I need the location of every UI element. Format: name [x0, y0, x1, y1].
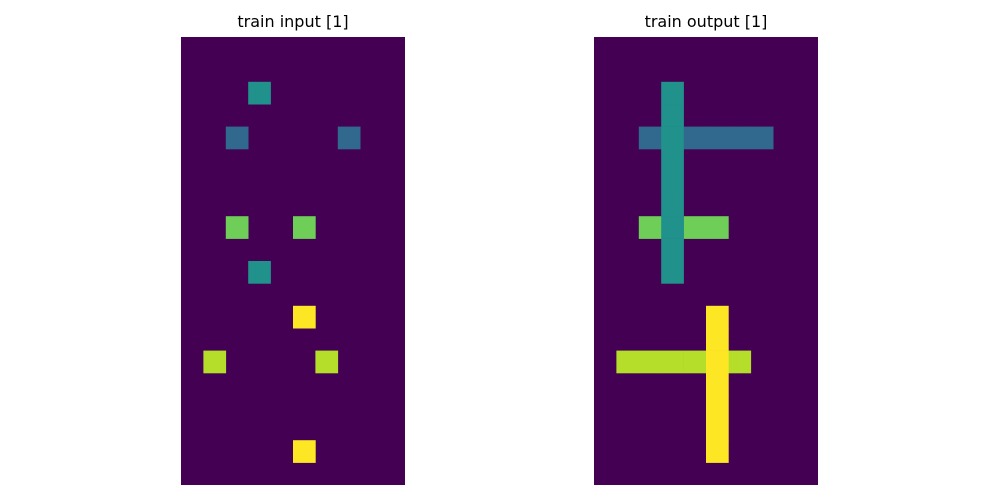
grid-cell [661, 104, 684, 127]
grid-cell [728, 350, 752, 374]
input-panel-title: train input [1] [237, 12, 349, 31]
grid-cell [706, 328, 729, 351]
grid-cell [750, 126, 774, 150]
grid-cell [293, 305, 316, 329]
grid-cell [638, 126, 662, 150]
grid-cell [638, 216, 662, 239]
grid-cell [706, 350, 729, 374]
grid-cell [203, 350, 227, 374]
grid-cell [337, 126, 361, 150]
grid-cell [315, 350, 339, 374]
grid-cell [661, 126, 684, 150]
grid-cell [706, 417, 729, 441]
grid-cell [661, 238, 684, 262]
grid-cell [661, 350, 684, 374]
grid-cell [706, 216, 729, 239]
grid-cell [225, 216, 249, 239]
input-grid [181, 37, 405, 485]
grid-cell [728, 126, 752, 150]
grid-cell [616, 350, 640, 374]
grid-cell [706, 395, 729, 419]
grid-cell [293, 440, 316, 463]
grid-cell [706, 126, 729, 150]
grid-cell [661, 193, 684, 217]
grid-cell [661, 216, 684, 239]
grid-cell [706, 440, 729, 463]
grid-cell [683, 350, 707, 374]
grid-cell [661, 149, 684, 172]
grid-cell [661, 81, 684, 105]
grid-background [181, 37, 405, 485]
grid-cell [248, 81, 271, 105]
grid-cell [661, 261, 684, 284]
grid-cell [661, 171, 684, 195]
grid-cell [638, 350, 662, 374]
grid-cell [706, 373, 729, 396]
grid-cell [683, 216, 707, 239]
grid-cell [706, 305, 729, 329]
grid-cell [293, 216, 316, 239]
output-panel-title: train output [1] [644, 12, 768, 31]
grid-cell [248, 261, 271, 284]
grid-cell [683, 126, 707, 150]
output-grid [594, 37, 818, 485]
grid-cell [225, 126, 249, 150]
